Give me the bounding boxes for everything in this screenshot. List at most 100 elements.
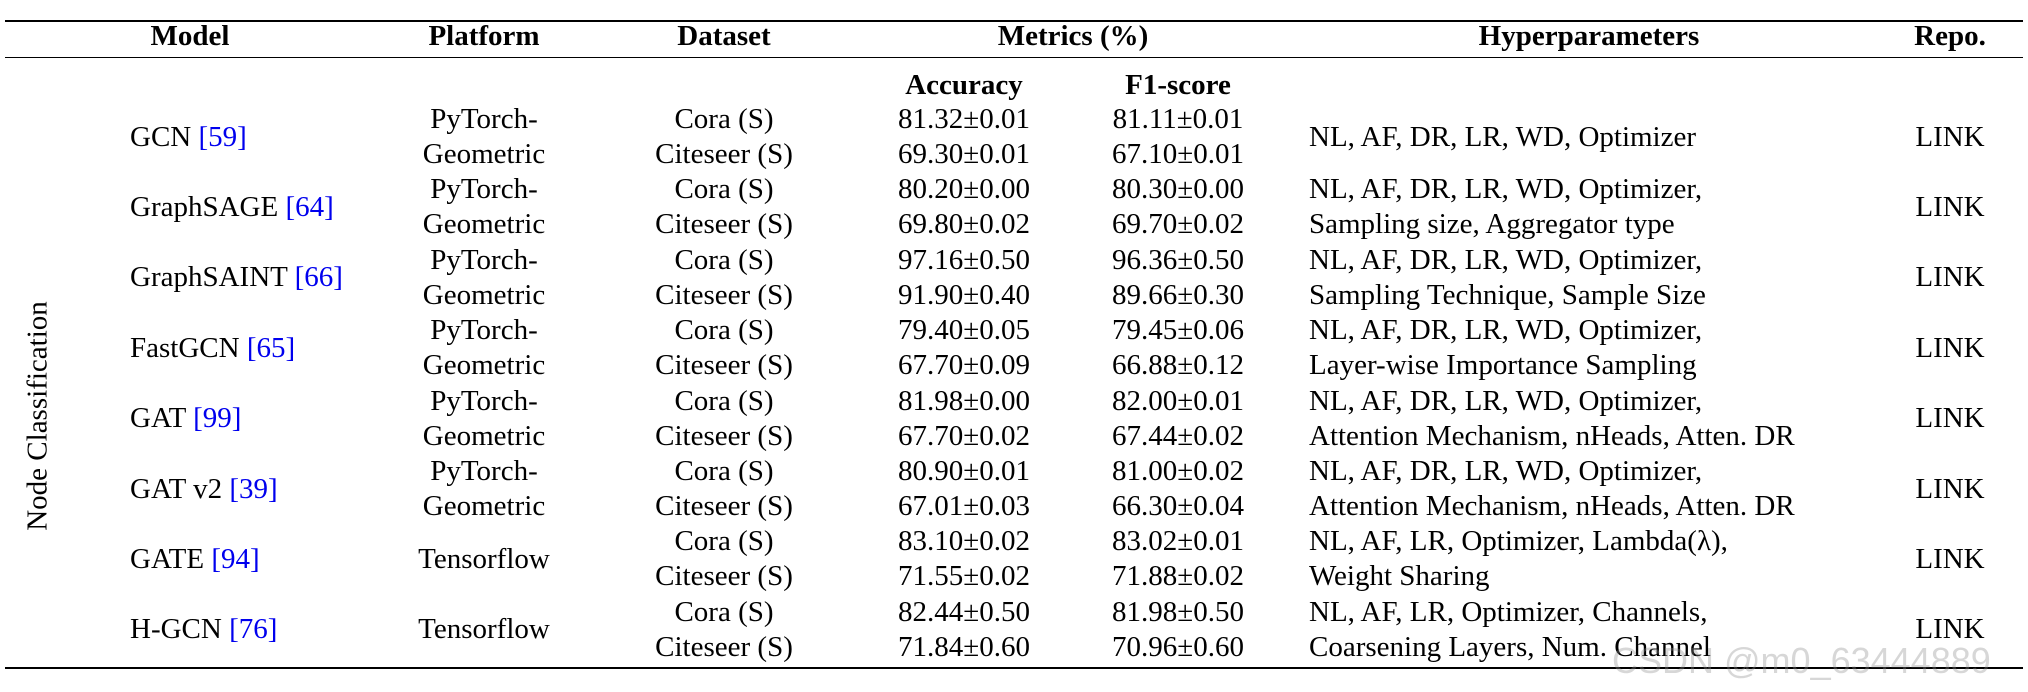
model-label: GAT (130, 402, 194, 435)
header-dataset: Dataset (677, 20, 771, 52)
accuracy-value: 67.01±0.03 (898, 490, 1030, 522)
accuracy-value: 81.32±0.01 (898, 103, 1030, 135)
platform-text: Geometric (422, 490, 546, 522)
header-hyperparameters: Hyperparameters (1478, 20, 1700, 52)
reference-link[interactable]: [64] (285, 190, 334, 223)
repo-link[interactable]: LINK (1915, 402, 1985, 435)
model-name: GAT v2 [39] (130, 472, 278, 505)
repo-link[interactable]: LINK (1915, 613, 1985, 646)
model-name: GAT [99] (130, 404, 241, 433)
reference-link[interactable]: [76] (229, 613, 278, 646)
f1-score-value: 83.02±0.01 (1112, 525, 1244, 558)
reference-link[interactable]: [59] (198, 120, 247, 153)
platform-text: PyTorch- (430, 314, 538, 347)
top-rule (5, 20, 2023, 22)
f1-score-value: 81.11±0.01 (1112, 103, 1244, 135)
dataset-text: Cora (S) (674, 103, 774, 135)
dataset-text: Citeseer (S) (655, 419, 793, 452)
category-label: Node Classification (21, 301, 54, 531)
dataset-text: Cora (S) (674, 525, 774, 558)
f1-score-value: 79.45±0.06 (1112, 314, 1244, 347)
model-name: H-GCN [76] (130, 615, 277, 644)
model-name: GCN [59] (130, 120, 247, 153)
accuracy-value: 80.20±0.00 (898, 173, 1030, 206)
hyperparameters-text: NL, AF, DR, LR, WD, Optimizer, (1309, 314, 1703, 347)
f1-score-value: 96.36±0.50 (1112, 243, 1244, 276)
hyperparameters-text: NL, AF, LR, Optimizer, Lambda(λ), (1309, 525, 1728, 558)
accuracy-value: 71.84±0.60 (898, 630, 1030, 663)
hyperparameters-text: Coarsening Layers, Num. Channel (1309, 630, 1711, 663)
accuracy-value: 81.98±0.00 (898, 384, 1030, 417)
dataset-text: Citeseer (S) (655, 349, 793, 382)
reference-link[interactable]: [66] (294, 261, 343, 294)
dataset-text: Citeseer (S) (655, 560, 793, 593)
header-repo: Repo. (1914, 20, 1986, 52)
hyperparameters-text: NL, AF, DR, LR, WD, Optimizer, (1309, 243, 1703, 276)
accuracy-value: 82.44±0.50 (898, 595, 1030, 628)
model-label: GraphSAGE (130, 190, 286, 223)
dataset-text: Citeseer (S) (655, 138, 793, 170)
platform-text: PyTorch- (430, 455, 538, 487)
dataset-text: Citeseer (S) (655, 208, 793, 241)
dataset-text: Citeseer (S) (655, 278, 793, 311)
bottom-rule (5, 667, 2023, 669)
platform-text: PyTorch- (430, 384, 538, 417)
f1-score-value: 67.44±0.02 (1112, 419, 1244, 452)
hyperparameters-text: Attention Mechanism, nHeads, Atten. DR (1309, 490, 1795, 522)
hyperparameters-text: NL, AF, DR, LR, WD, Optimizer, (1309, 455, 1703, 487)
f1-score-value: 71.88±0.02 (1112, 560, 1244, 593)
dataset-text: Cora (S) (674, 455, 774, 487)
model-name: GraphSAINT [66] (130, 263, 343, 292)
accuracy-value: 80.90±0.01 (898, 455, 1030, 487)
reference-link[interactable]: [94] (211, 542, 260, 575)
dataset-text: Citeseer (S) (655, 630, 793, 663)
dataset-text: Cora (S) (674, 384, 774, 417)
platform-text: Geometric (422, 138, 546, 170)
f1-score-value: 69.70±0.02 (1112, 208, 1244, 241)
platform-text: Tensorflow (418, 542, 550, 575)
header-metrics: Metrics (%) (997, 20, 1149, 52)
subheader-accuracy: Accuracy (905, 69, 1023, 101)
f1-score-value: 66.88±0.12 (1112, 349, 1244, 382)
repo-link[interactable]: LINK (1915, 120, 1985, 153)
hyperparameters-text: NL, AF, DR, LR, WD, Optimizer, (1309, 384, 1703, 417)
model-name: GATE [94] (130, 542, 260, 575)
model-label: GraphSAINT (130, 261, 295, 294)
header-platform: Platform (428, 20, 540, 52)
platform-text: PyTorch- (430, 173, 538, 206)
repo-link[interactable]: LINK (1915, 472, 1985, 505)
reference-link[interactable]: [65] (246, 331, 296, 364)
accuracy-value: 67.70±0.02 (898, 419, 1030, 452)
platform-text: Geometric (422, 349, 546, 382)
subheader-f1-score: F1-score (1125, 69, 1231, 101)
accuracy-value: 83.10±0.02 (898, 525, 1030, 558)
hyperparameters-text: NL, AF, DR, LR, WD, Optimizer (1309, 120, 1697, 153)
model-label: H-GCN (130, 613, 230, 646)
model-name: FastGCN [65] (130, 331, 296, 364)
header-model: Model (150, 20, 230, 52)
platform-text: Tensorflow (418, 613, 550, 646)
dataset-text: Cora (S) (674, 173, 774, 206)
f1-score-value: 81.98±0.50 (1112, 595, 1244, 628)
accuracy-value: 79.40±0.05 (898, 314, 1030, 347)
hyperparameters-text: Sampling Technique, Sample Size (1309, 278, 1706, 311)
accuracy-value: 69.30±0.01 (898, 138, 1030, 170)
accuracy-value: 91.90±0.40 (898, 278, 1030, 311)
reference-link[interactable]: [99] (193, 402, 242, 435)
model-label: GCN (130, 120, 199, 153)
hyperparameters-text: Sampling size, Aggregator type (1309, 208, 1675, 241)
f1-score-value: 82.00±0.01 (1112, 384, 1244, 417)
header-rule (5, 57, 2023, 58)
hyperparameters-text: NL, AF, DR, LR, WD, Optimizer, (1309, 173, 1703, 206)
repo-link[interactable]: LINK (1915, 190, 1985, 223)
repo-link[interactable]: LINK (1915, 542, 1985, 575)
accuracy-value: 71.55±0.02 (898, 560, 1030, 593)
f1-score-value: 89.66±0.30 (1112, 278, 1244, 311)
reference-link[interactable]: [39] (229, 472, 278, 505)
dataset-text: Cora (S) (674, 595, 774, 628)
f1-score-value: 81.00±0.02 (1112, 455, 1244, 487)
repo-link[interactable]: LINK (1915, 331, 1985, 364)
repo-link[interactable]: LINK (1915, 261, 1985, 294)
platform-text: Geometric (422, 208, 546, 241)
